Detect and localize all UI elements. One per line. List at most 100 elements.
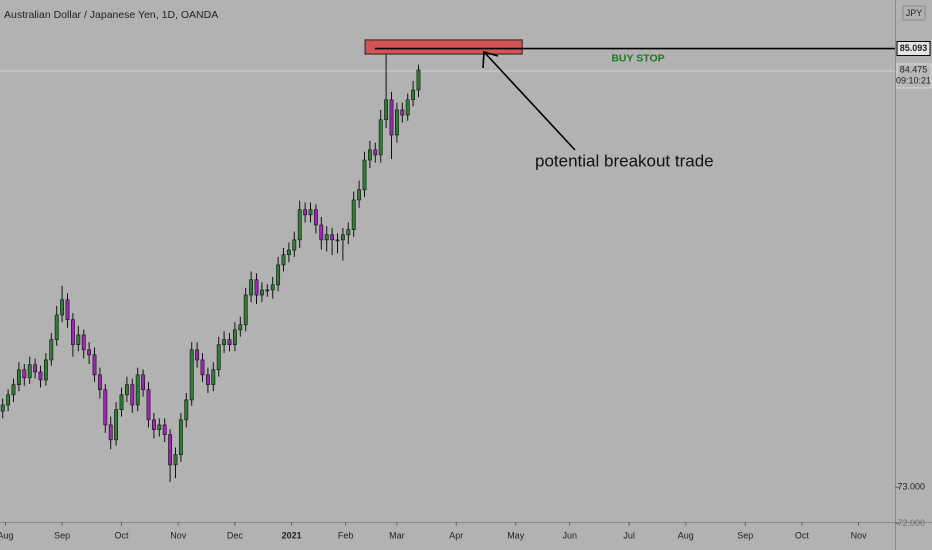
candle-body — [416, 69, 421, 91]
candle-body — [222, 339, 227, 346]
x-tick-label: Nov — [170, 530, 187, 540]
candle-body — [0, 404, 5, 412]
candle-body — [130, 384, 135, 406]
candle-body — [38, 371, 43, 381]
candle-body — [324, 234, 329, 241]
arrow-line — [484, 52, 576, 151]
candle-body — [108, 424, 113, 441]
candle-body — [389, 99, 394, 136]
candle-body — [340, 234, 345, 241]
candle-body — [367, 149, 372, 161]
candle-body — [227, 339, 232, 346]
level-label: 85.093 — [900, 43, 928, 53]
candle-body — [276, 264, 281, 286]
candle-body — [124, 384, 129, 396]
candle-body — [211, 369, 216, 385]
breakout-zone — [364, 39, 523, 55]
candle-body — [254, 279, 259, 296]
candle-body — [81, 334, 86, 351]
candle-body — [195, 349, 200, 361]
candle-body — [394, 109, 399, 136]
countdown: 09:10:21 — [896, 75, 931, 85]
candle-body — [319, 224, 324, 241]
candle-body — [70, 319, 75, 346]
annotation-text: potential breakout trade — [535, 151, 714, 170]
candle-body — [411, 89, 416, 101]
candle-body — [76, 334, 81, 346]
candle-body — [243, 294, 248, 326]
candle-body — [303, 209, 308, 216]
candle-body — [168, 434, 173, 466]
currency-box — [902, 5, 926, 21]
candle-body — [119, 394, 124, 410]
candle-body — [384, 99, 389, 121]
currency-label: JPY — [906, 8, 923, 18]
candle-body — [6, 394, 11, 406]
candle-body — [216, 344, 221, 371]
candle-body — [313, 209, 318, 226]
x-tick-label: Oct — [114, 530, 129, 540]
candle-body — [378, 119, 383, 156]
candle-body — [146, 389, 151, 421]
candle-body — [249, 279, 254, 296]
candle-body — [43, 359, 48, 381]
candle-body — [54, 314, 59, 340]
candle-body — [270, 284, 275, 291]
y-tick-label: 73.000 — [897, 482, 925, 492]
x-tick-label: 2021 — [282, 530, 302, 540]
candle-body — [405, 99, 410, 116]
x-tick-label: Sep — [737, 530, 753, 540]
x-tick-label: Dec — [227, 530, 244, 540]
candle-body — [330, 234, 335, 241]
annotation-arrow — [482, 50, 576, 151]
candle-body — [103, 389, 108, 426]
candle-body — [259, 289, 264, 296]
candle-body — [400, 109, 405, 116]
last-price-label: 84.475 — [900, 64, 928, 74]
candle-body — [373, 149, 378, 156]
x-tick-label: Aug — [0, 530, 13, 540]
chart-title: Australian Dollar / Japanese Yen, 1D, OA… — [4, 9, 218, 21]
candle-body — [151, 419, 156, 430]
x-tick-label: Aug — [678, 530, 694, 540]
candle-body — [65, 299, 70, 320]
candle-body — [33, 364, 38, 373]
candle-body — [92, 354, 97, 376]
candle-body — [308, 209, 313, 216]
candle-body — [178, 419, 183, 455]
candle-body — [97, 374, 102, 391]
candle-body — [135, 374, 140, 406]
candle-body — [238, 324, 243, 331]
candle-body — [141, 374, 146, 391]
x-tick-label: Apr — [449, 530, 463, 540]
candle-body — [351, 199, 356, 230]
candle-body — [27, 364, 32, 379]
x-tick-label: Oct — [795, 530, 810, 540]
x-tick-label: Jul — [623, 530, 635, 540]
candle-body — [184, 399, 189, 421]
candle-body — [49, 339, 54, 361]
candle-body — [232, 329, 237, 346]
candle-body — [292, 239, 297, 251]
candle-body — [173, 454, 178, 466]
y-tick-label: 72.000 — [897, 518, 925, 528]
candle-body — [281, 254, 286, 266]
x-tick-label: Nov — [851, 530, 868, 540]
x-tick-label: Feb — [338, 530, 354, 540]
level-text: BUY STOP — [611, 52, 664, 64]
candle-body — [346, 229, 351, 236]
candle-body — [87, 349, 92, 356]
candle-body — [16, 369, 21, 385]
candle-body — [205, 374, 210, 385]
candle-body — [357, 189, 362, 201]
candle-body — [265, 289, 270, 292]
candle-body — [114, 409, 119, 441]
candle-body — [200, 359, 205, 376]
arrow-head — [482, 50, 499, 69]
candle-body — [362, 159, 367, 191]
last-price-box — [896, 63, 932, 89]
candle-body — [189, 349, 194, 401]
candle-body — [335, 239, 340, 242]
